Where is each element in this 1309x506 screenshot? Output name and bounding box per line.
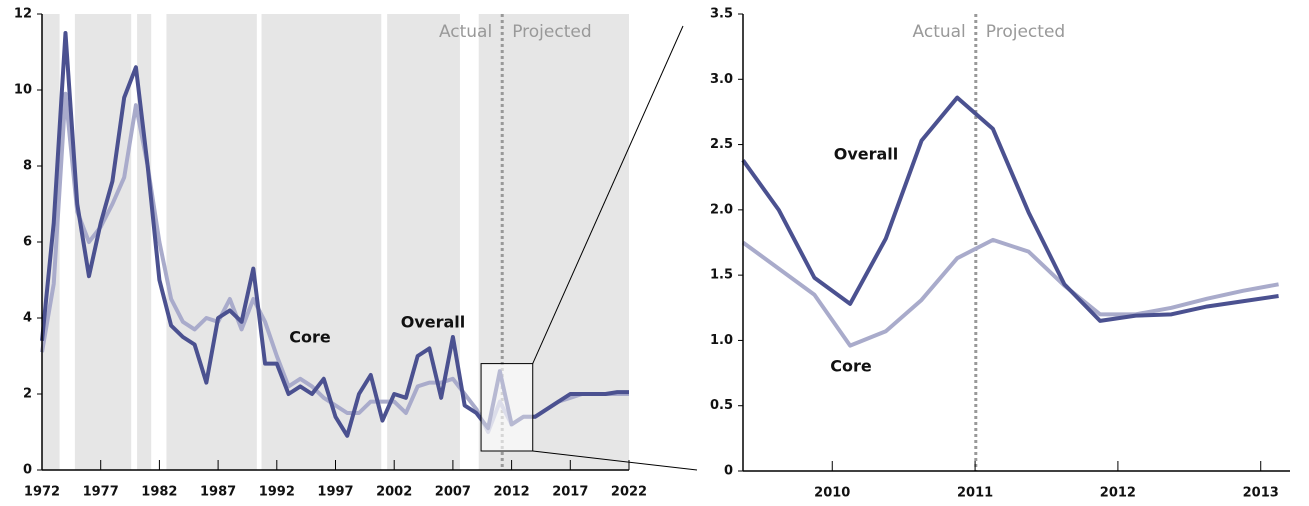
phase-label: Actual — [913, 22, 966, 42]
y-tick-label: 6 — [23, 235, 32, 250]
phase-label: Actual — [439, 22, 492, 42]
x-tick-label: 2022 — [611, 485, 647, 500]
y-tick-label: 0 — [23, 463, 32, 478]
shaded-band — [261, 14, 382, 470]
x-tick-label: 2011 — [957, 486, 993, 501]
series-line — [741, 95, 1279, 323]
x-tick-label: 2002 — [376, 485, 412, 500]
zoom-connector — [532, 25, 684, 364]
y-tick-label: 2.0 — [710, 202, 733, 217]
x-tick-label: 2012 — [494, 485, 530, 500]
zoom-connector — [532, 450, 698, 471]
phase-label: Projected — [986, 22, 1065, 42]
annotation: Overall — [401, 313, 466, 332]
x-tick-label: 2010 — [814, 486, 850, 501]
y-tick-label: 1.5 — [710, 268, 733, 283]
zoom-box — [480, 363, 534, 452]
x-tick-label: 2012 — [1100, 486, 1136, 501]
x-tick-label: 1997 — [317, 485, 353, 500]
shaded-band — [166, 14, 257, 470]
y-tick-label: 8 — [23, 159, 32, 174]
x-tick-label: 1972 — [24, 485, 60, 500]
x-tick-label: 2013 — [1243, 486, 1279, 501]
y-tick-label: 2.5 — [710, 137, 733, 152]
x-tick-label: 2007 — [435, 485, 471, 500]
y-tick-label: 2 — [23, 387, 32, 402]
annotation: Overall — [834, 145, 899, 164]
x-tick-label: 1992 — [259, 485, 295, 500]
shaded-band — [387, 14, 460, 470]
x-tick-label: 1977 — [83, 485, 119, 500]
series-line — [741, 237, 1279, 348]
y-tick-label: 4 — [23, 311, 32, 326]
y-tick-label: 0 — [724, 464, 733, 479]
y-tick-label: 12 — [14, 7, 32, 22]
x-tick-label: 1987 — [200, 485, 236, 500]
annotation: Core — [289, 328, 331, 347]
y-tick-label: 10 — [14, 83, 32, 98]
x-tick-label: 2017 — [552, 485, 588, 500]
y-tick-label: 3.0 — [710, 72, 733, 87]
y-tick-label: 0.5 — [710, 398, 733, 413]
y-tick-label: 3.5 — [710, 7, 733, 22]
y-tick-label: 1.0 — [710, 333, 733, 348]
phase-label: Projected — [512, 22, 591, 42]
x-tick-label: 1982 — [141, 485, 177, 500]
annotation: Core — [830, 357, 872, 376]
